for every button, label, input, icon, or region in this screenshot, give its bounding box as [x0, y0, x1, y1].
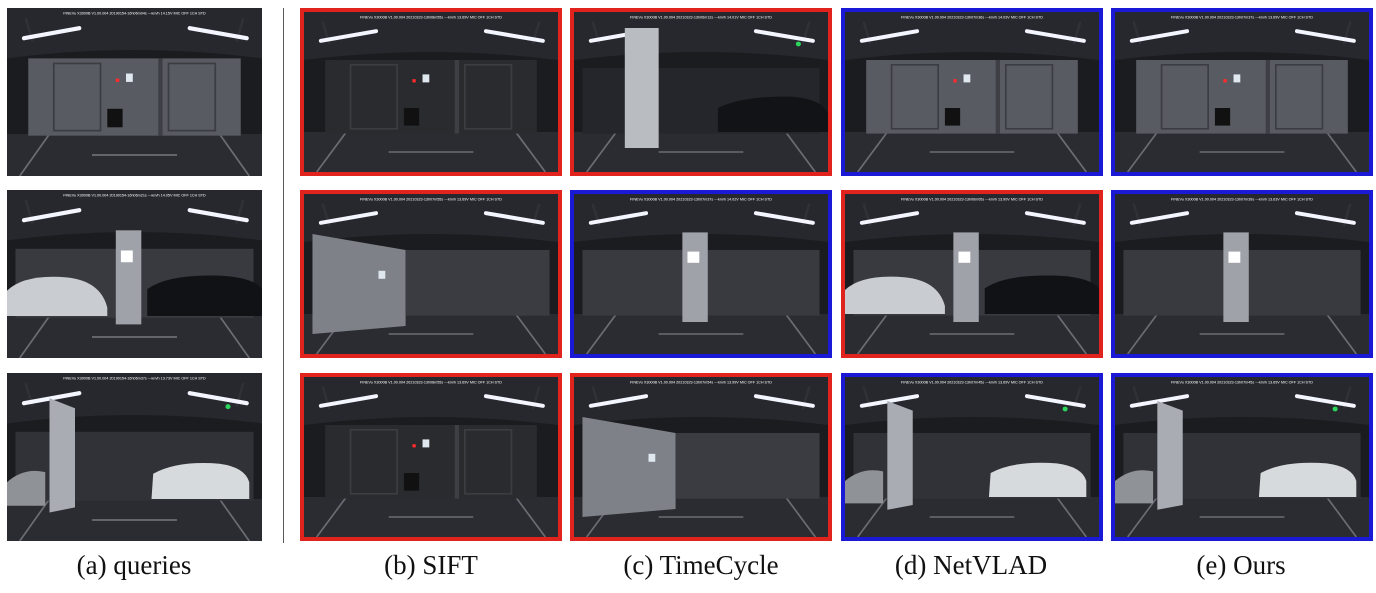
scene-image: FINEVu X3000B V1.00.004 20210323-13h06m1… — [574, 12, 828, 172]
scene-image: FINEVu X3000B V1.00.004 20190154-16h06m2… — [7, 190, 262, 358]
dashcam-overlay-text: FINEVu X3000B V1.00.004 20210323-13h06m0… — [901, 197, 1043, 201]
dashcam-overlay-text: FINEVu X3000B V1.00.004 20190154-16h06m3… — [63, 377, 206, 381]
ours-result-image: FINEVu X3000B V1.00.004 20210323-13h07m4… — [1111, 373, 1373, 541]
caption-timecycle: (c) TimeCycle — [623, 550, 779, 580]
scene-image: FINEVu X3000B V1.00.004 20210323-13h07m3… — [1115, 194, 1369, 354]
dashcam-overlay-text: FINEVu X3000B V1.00.004 20210323-13h07m5… — [360, 197, 502, 201]
dashcam-overlay-text: FINEVu X3000B V1.00.004 20210323-13h08m5… — [360, 15, 502, 19]
ours-result-image: FINEVu X3000B V1.00.004 20210323-13h07m3… — [1111, 190, 1373, 358]
scene-image: FINEVu X3000B V1.00.004 20210323-13h07m5… — [304, 194, 558, 354]
scene-image: FINEVu X3000B V1.00.004 20190154-16h06m0… — [7, 8, 262, 176]
dashcam-overlay-text: FINEVu X3000B V1.00.004 20210323-13h06m1… — [630, 15, 772, 19]
dashcam-overlay-text: FINEVu X3000B V1.00.004 20210323-13h07m3… — [1171, 15, 1313, 19]
ours-result-image: FINEVu X3000B V1.00.004 20210323-13h07m3… — [1111, 8, 1373, 176]
scene-image: FINEVu X3000B V1.00.004 20190154-16h06m3… — [7, 373, 262, 541]
column-divider — [283, 8, 284, 543]
dashcam-overlay-text: FINEVu X3000B V1.00.004 20210323-13h07m5… — [630, 380, 772, 384]
query-image: FINEVu X3000B V1.00.004 20190154-16h06m3… — [7, 373, 262, 541]
dashcam-overlay-text: FINEVu X3000B V1.00.004 20210323-13h07m4… — [1171, 380, 1313, 384]
scene-image: FINEVu X3000B V1.00.004 20210323-13h07m3… — [574, 194, 828, 354]
caption-netvlad: (d) NetVLAD — [894, 550, 1048, 580]
timecycle-result-image: FINEVu X3000B V1.00.004 20210323-13h07m3… — [570, 190, 832, 358]
scene-image: FINEVu X3000B V1.00.004 20210323-13h07m4… — [1115, 377, 1369, 537]
scene-image: FINEVu X3000B V1.00.004 20210323-13h08m5… — [304, 12, 558, 172]
scene-image: FINEVu X3000B V1.00.004 20210323-13h07m4… — [845, 377, 1099, 537]
scene-image: FINEVu X3000B V1.00.004 20210323-13h07m3… — [1115, 12, 1369, 172]
dashcam-overlay-text: FINEVu X3000B V1.00.004 20210323-13h07m3… — [1171, 197, 1313, 201]
dashcam-overlay-text: FINEVu X3000B V1.00.004 20190154-16h06m0… — [63, 12, 206, 16]
dashcam-overlay-text: FINEVu X3000B V1.00.004 20210323-13h07m3… — [901, 15, 1043, 19]
dashcam-overlay-text: FINEVu X3000B V1.00.004 20210323-13h07m3… — [630, 197, 772, 201]
scene-image: FINEVu X3000B V1.00.004 20210323-13h07m3… — [845, 12, 1099, 172]
caption-queries: (a) queries — [76, 550, 192, 580]
scene-image: FINEVu X3000B V1.00.004 20210323-13h07m5… — [574, 377, 828, 537]
scene-image: FINEVu X3000B V1.00.004 20210323-13h06m0… — [845, 194, 1099, 354]
caption-ours: (e) Ours — [1196, 550, 1286, 580]
netvlad-result-image: FINEVu X3000B V1.00.004 20210323-13h07m3… — [841, 8, 1103, 176]
dashcam-overlay-text: FINEVu X3000B V1.00.004 20210323-13h08m5… — [360, 380, 502, 384]
sift-result-image: FINEVu X3000B V1.00.004 20210323-13h08m5… — [300, 8, 562, 176]
query-image: FINEVu X3000B V1.00.004 20190154-16h06m0… — [7, 8, 262, 176]
sift-result-image: FINEVu X3000B V1.00.004 20210323-13h08m5… — [300, 373, 562, 541]
dashcam-overlay-text: FINEVu X3000B V1.00.004 20190154-16h06m2… — [63, 194, 206, 198]
timecycle-result-image: FINEVu X3000B V1.00.004 20210323-13h07m5… — [570, 373, 832, 541]
timecycle-result-image: FINEVu X3000B V1.00.004 20210323-13h06m1… — [570, 8, 832, 176]
sift-result-image: FINEVu X3000B V1.00.004 20210323-13h07m5… — [300, 190, 562, 358]
scene-image: FINEVu X3000B V1.00.004 20210323-13h08m5… — [304, 377, 558, 537]
dashcam-overlay-text: FINEVu X3000B V1.00.004 20210323-13h07m4… — [901, 380, 1043, 384]
caption-sift: (b) SIFT — [384, 550, 478, 580]
netvlad-result-image: FINEVu X3000B V1.00.004 20210323-13h07m4… — [841, 373, 1103, 541]
query-image: FINEVu X3000B V1.00.004 20190154-16h06m2… — [7, 190, 262, 358]
netvlad-result-image: FINEVu X3000B V1.00.004 20210323-13h06m0… — [841, 190, 1103, 358]
